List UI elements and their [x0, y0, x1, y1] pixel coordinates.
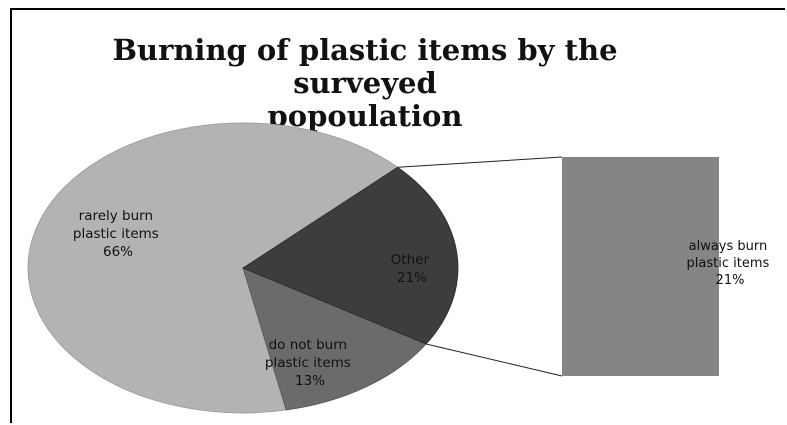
chart-title-line2: popoulation [267, 99, 463, 133]
label-rarely-burn-value: 66% [103, 244, 133, 260]
label-do-not-burn-line2: plastic items [265, 355, 351, 371]
label-always-burn-line1: always burn [689, 239, 768, 254]
breakout-bar [562, 157, 719, 376]
pie-slice-do-not-burn [242, 267, 427, 411]
svg-text:rarely burn plastic items: rarely burn plastic items 66% [73, 208, 163, 260]
label-other-line1: Other [391, 252, 430, 268]
pie-slice-other [242, 166, 459, 345]
label-do-not-burn-line1: do not burn [269, 337, 348, 353]
label-always-burn-value: 21% [716, 273, 745, 288]
label-do-not-burn-value: 13% [295, 373, 325, 389]
svg-text:Other 21%: Other 21% [391, 252, 434, 286]
pie-slice-rarely-burn [27, 122, 399, 414]
svg-text:do not burn plastic items: do not burn plastic items 13% [265, 337, 355, 389]
connector-line-bottom [426, 343, 563, 377]
connector-line-top [397, 156, 563, 168]
label-always-burn-line2: plastic items [687, 256, 770, 271]
label-rarely-burn-line2: plastic items [73, 226, 159, 242]
label-other-value: 21% [397, 270, 427, 286]
svg-text:always burn plastic items: always burn plastic items 21% [687, 239, 774, 288]
chart-title-line1: Burning of plastic items by the surveyed [112, 33, 618, 100]
label-rarely-burn-line1: rarely burn [79, 208, 153, 224]
chart-title: Burning of plastic items by the surveyed… [40, 34, 690, 133]
